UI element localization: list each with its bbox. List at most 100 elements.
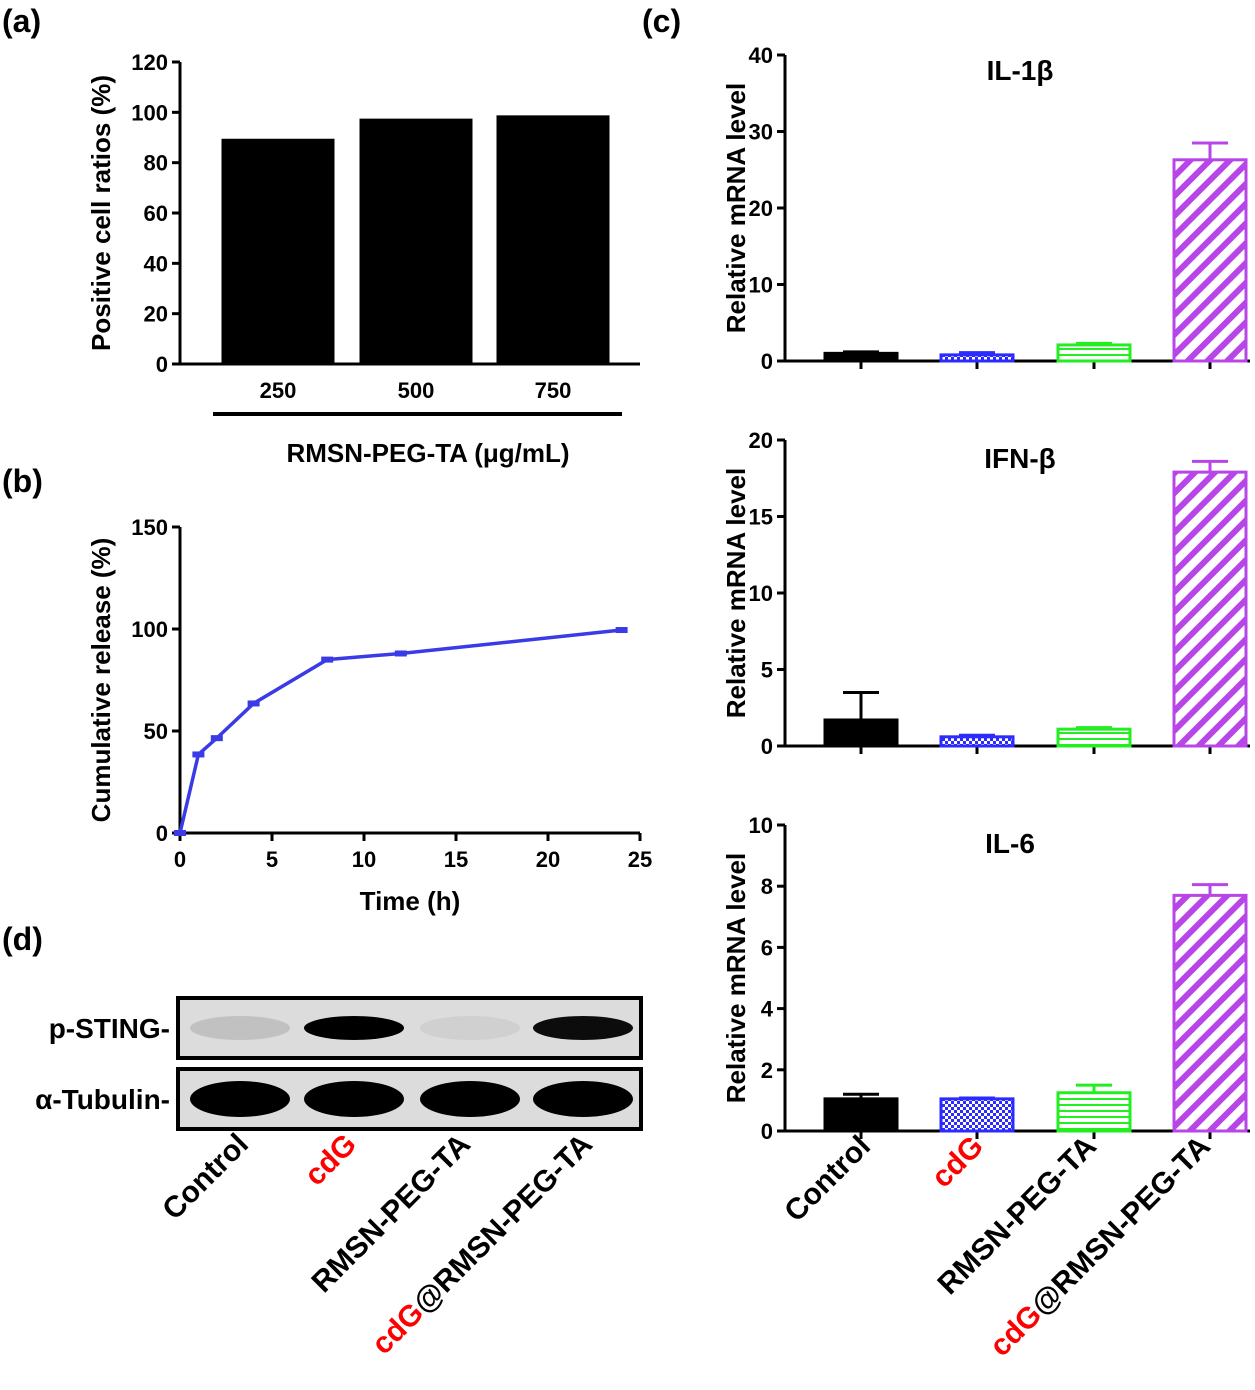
x-tick-label: 0	[174, 847, 186, 872]
group-label-red-part: cdG	[298, 1128, 363, 1193]
y-tick-label: 100	[131, 617, 168, 642]
y-tick-label: 10	[749, 813, 773, 838]
data-point	[174, 830, 186, 836]
y-axis-label: Cumulative release (%)	[86, 538, 116, 823]
data-point	[247, 700, 260, 707]
western-blot: p-STING-α-Tubulin-Control cdGRMSN-PEG-TAc…	[35, 996, 643, 1361]
bar	[823, 718, 899, 748]
data-point	[210, 735, 223, 742]
group-label-red-part: cdG	[925, 1130, 990, 1195]
x-tick-label: 250	[260, 378, 297, 403]
x-tick-label: 10	[352, 847, 376, 872]
panel-label-d: (d)	[2, 921, 43, 957]
bar	[939, 1097, 1015, 1133]
y-tick-label: 0	[156, 821, 168, 846]
bar	[939, 735, 1015, 748]
bar	[1172, 158, 1248, 363]
chart-c-ifnb: 0 5 10 15 20 IFN-β Relative mRNA level	[721, 428, 1250, 759]
y-tick-label: 15	[749, 505, 773, 530]
chart-c-il1b: 0 10 20 30 40 IL-1β Relative mRNA level	[721, 43, 1250, 374]
y-tick-label: 50	[144, 719, 168, 744]
y-tick-label: 60	[144, 201, 168, 226]
y-tick-label: 150	[131, 515, 168, 540]
y-axis-label: Positive cell ratios (%)	[86, 75, 116, 351]
y-tick-label: 8	[761, 874, 773, 899]
blot-band	[420, 1016, 520, 1040]
panel-label-b: (b)	[2, 463, 43, 499]
y-tick-label: 0	[761, 349, 773, 374]
bar	[823, 351, 899, 363]
x-tick-label: 20	[536, 847, 560, 872]
y-tick-label: 20	[749, 196, 773, 221]
data-point	[192, 751, 205, 758]
blot-band	[304, 1016, 404, 1040]
group-label-4: cdG@RMSN-PEG-TA	[984, 1130, 1217, 1363]
y-tick-label: 80	[144, 151, 168, 176]
group-label-text: Control	[778, 1130, 877, 1229]
bar	[1056, 727, 1132, 748]
x-tick-label: 750	[535, 378, 572, 403]
group-label-1: Control	[778, 1130, 877, 1229]
y-tick-label: 0	[156, 352, 168, 377]
y-tick-label: 20	[144, 302, 168, 327]
x-tick-label: 25	[628, 847, 652, 872]
blot-band	[533, 1016, 633, 1040]
chart-b-cumulative-release: 0 50 100 150 0 5 10 15 20 25 Time (h) Cumulative re…	[86, 515, 652, 916]
chart-a-positive-cell-ratios: 0 20 40 60 80 100 120 250 500 750 RMSN-PEG-TA (μg/…	[86, 50, 640, 468]
panel-label-c: (c)	[642, 3, 681, 39]
blot-band	[190, 1016, 290, 1040]
bar	[221, 138, 335, 364]
bar	[1056, 1091, 1132, 1133]
y-tick-label: 2	[761, 1058, 773, 1083]
group-label-2: cdG	[925, 1130, 990, 1195]
x-tick-label: 5	[266, 847, 278, 872]
panel-label-a: (a)	[2, 3, 41, 39]
x-axis-label: RMSN-PEG-TA (μg/mL)	[286, 438, 569, 468]
bar	[1172, 470, 1248, 748]
y-tick-label: 30	[749, 120, 773, 145]
y-tick-label: 100	[131, 100, 168, 125]
y-tick-label: 20	[749, 428, 773, 453]
bar	[359, 118, 473, 364]
y-tick-label: 0	[761, 1119, 773, 1144]
group-label-2: cdG	[298, 1128, 363, 1193]
blot-row-label: p-STING-	[49, 1013, 170, 1044]
chart-title: IL-1β	[987, 55, 1054, 86]
y-tick-label: 10	[749, 273, 773, 298]
y-tick-label: 40	[144, 251, 168, 276]
blot-band	[420, 1081, 520, 1117]
x-tick-label: 500	[398, 378, 435, 403]
x-tick-label: 15	[444, 847, 468, 872]
y-tick-label: 120	[131, 50, 168, 75]
group-label-1: Control	[156, 1128, 255, 1227]
bar	[496, 115, 610, 364]
y-tick-label: 10	[749, 581, 773, 606]
y-axis-label: Relative mRNA level	[721, 468, 751, 718]
group-label-text: Control	[156, 1128, 255, 1227]
y-tick-label: 40	[749, 43, 773, 68]
y-axis-label: Relative mRNA level	[721, 83, 751, 333]
group-label-4: cdG@RMSN-PEG-TA	[366, 1128, 599, 1361]
chart-title: IL-6	[985, 828, 1035, 859]
bar	[823, 1097, 899, 1133]
chart-c-il6: 0 2 4 6 8 10 IL-6 Relative mRNA level	[721, 813, 1250, 1144]
data-point	[394, 650, 407, 657]
bar	[939, 353, 1015, 363]
blot-band	[304, 1081, 404, 1117]
y-axis-label: Relative mRNA level	[721, 853, 751, 1103]
y-tick-label: 5	[761, 658, 773, 683]
bar	[1172, 893, 1248, 1133]
blot-band	[190, 1081, 290, 1117]
bar	[1056, 343, 1132, 363]
blot-row-label: α-Tubulin-	[35, 1084, 170, 1115]
y-tick-label: 0	[761, 734, 773, 759]
series-line	[178, 628, 622, 834]
y-tick-label: 6	[761, 935, 773, 960]
x-axis-label: Time (h)	[360, 886, 461, 916]
data-point	[321, 656, 334, 663]
y-tick-label: 4	[761, 997, 774, 1022]
data-point	[615, 627, 628, 634]
blot-band	[533, 1081, 633, 1117]
